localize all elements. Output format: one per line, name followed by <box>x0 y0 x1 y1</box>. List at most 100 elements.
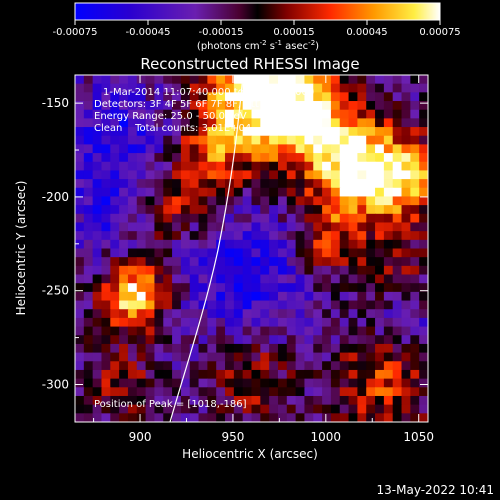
heatmap-cell <box>286 335 297 345</box>
heatmap-cell <box>198 161 208 172</box>
heatmap-cell <box>348 239 358 250</box>
heatmap-cell <box>339 213 350 224</box>
heatmap-cell <box>277 153 288 163</box>
heatmap-cell <box>269 378 279 388</box>
heatmap-cell <box>163 92 173 102</box>
heatmap-cell <box>401 361 411 371</box>
heatmap-cell <box>366 395 376 406</box>
heatmap-cell <box>225 300 235 310</box>
heatmap-cell <box>277 395 288 406</box>
heatmap-cell <box>295 291 306 302</box>
heatmap-cell <box>101 75 111 85</box>
heatmap-cell <box>145 83 156 93</box>
axes: 900 950 1000 1050-150-200-250-300 <box>42 75 434 444</box>
heatmap-cell <box>339 317 350 328</box>
heatmap-cell <box>127 239 138 250</box>
heatmap-cell <box>92 352 103 362</box>
heatmap-cell <box>375 187 385 198</box>
heatmap-cell <box>383 153 394 163</box>
heatmap-cell <box>189 170 200 180</box>
colorbar-ticks: -0.00075 -0.00045 -0.00015 0.00015 0.00045 0.… <box>53 20 461 38</box>
heatmap-cell <box>348 404 358 414</box>
heatmap-cell <box>216 335 226 345</box>
heatmap-cell <box>225 75 235 85</box>
heatmap-cell <box>136 179 147 189</box>
heatmap-cell <box>101 395 111 406</box>
heatmap-cell <box>392 387 403 397</box>
heatmap-cell <box>383 317 394 328</box>
heatmap-cell <box>207 196 217 206</box>
heatmap-cell <box>357 361 367 371</box>
heatmap-cell <box>295 248 306 258</box>
heatmap-cell <box>180 144 191 154</box>
heatmap-cell <box>357 83 367 93</box>
heatmap-cell <box>392 361 403 371</box>
heatmap-cell <box>269 109 279 119</box>
heatmap-cell <box>127 196 138 206</box>
heatmap-cell <box>198 179 208 189</box>
heatmap-cell <box>260 257 270 267</box>
heatmap-cell <box>295 187 306 198</box>
heatmap-cell <box>277 118 288 128</box>
heatmap-cell <box>383 179 394 189</box>
heatmap-cell <box>375 291 385 302</box>
heatmap-cell <box>216 413 226 422</box>
heatmap-cell <box>154 75 164 85</box>
heatmap-cell <box>225 404 235 414</box>
heatmap-cell <box>163 369 173 380</box>
heatmap-cell <box>154 135 164 146</box>
heatmap-cell <box>401 265 411 276</box>
heatmap-cell <box>233 283 244 293</box>
heatmap-cell <box>136 153 147 163</box>
heatmap-cell <box>410 387 420 397</box>
heatmap-cell <box>295 239 306 250</box>
heatmap-cell <box>172 135 182 146</box>
heatmap-cell <box>207 274 217 284</box>
heatmap-cell <box>225 196 235 206</box>
heatmap-cell <box>242 213 253 224</box>
heatmap-cell <box>83 187 94 198</box>
heatmap-cell <box>366 170 376 180</box>
heatmap-cell <box>375 135 385 146</box>
heatmap-cell <box>136 135 147 146</box>
heatmap-cell <box>251 231 261 241</box>
heatmap-cell <box>286 75 297 85</box>
heatmap-cell <box>83 170 94 180</box>
heatmap-cell <box>101 387 111 397</box>
heatmap-cell <box>366 309 376 319</box>
heatmap-cell <box>172 335 182 345</box>
heatmap-cell <box>75 387 85 397</box>
heatmap-cell <box>251 300 261 310</box>
heatmap-cell <box>357 161 367 172</box>
heatmap-cell <box>366 187 376 198</box>
heatmap-cell <box>366 239 376 250</box>
heatmap-cell <box>172 101 182 111</box>
heatmap-cell <box>172 161 182 172</box>
heatmap-cell <box>304 248 314 258</box>
heatmap-cell <box>392 404 403 414</box>
heatmap-cell <box>330 361 341 371</box>
heatmap-cell <box>207 231 217 241</box>
heatmap-cell <box>277 378 288 388</box>
heatmap-cell <box>251 153 261 163</box>
heatmap-cell <box>286 127 297 137</box>
heatmap-cell <box>198 274 208 284</box>
heatmap-cell <box>348 196 358 206</box>
heatmap-cell <box>286 196 297 206</box>
heatmap-cell <box>207 378 217 388</box>
heatmap-cell <box>189 205 200 215</box>
heatmap-cell <box>401 378 411 388</box>
heatmap-cell <box>410 343 420 354</box>
heatmap-cell <box>92 196 103 206</box>
heatmap-cell <box>260 179 270 189</box>
heatmap-cell <box>277 343 288 354</box>
heatmap-cell <box>198 239 208 250</box>
heatmap-cell <box>154 265 164 276</box>
heatmap-cell <box>119 291 129 302</box>
heatmap-cell <box>313 170 323 180</box>
heatmap-cell <box>163 309 173 319</box>
heatmap-cell <box>145 101 156 111</box>
heatmap-cell <box>189 361 200 371</box>
heatmap-cell <box>207 92 217 102</box>
heatmap-cell <box>216 144 226 154</box>
